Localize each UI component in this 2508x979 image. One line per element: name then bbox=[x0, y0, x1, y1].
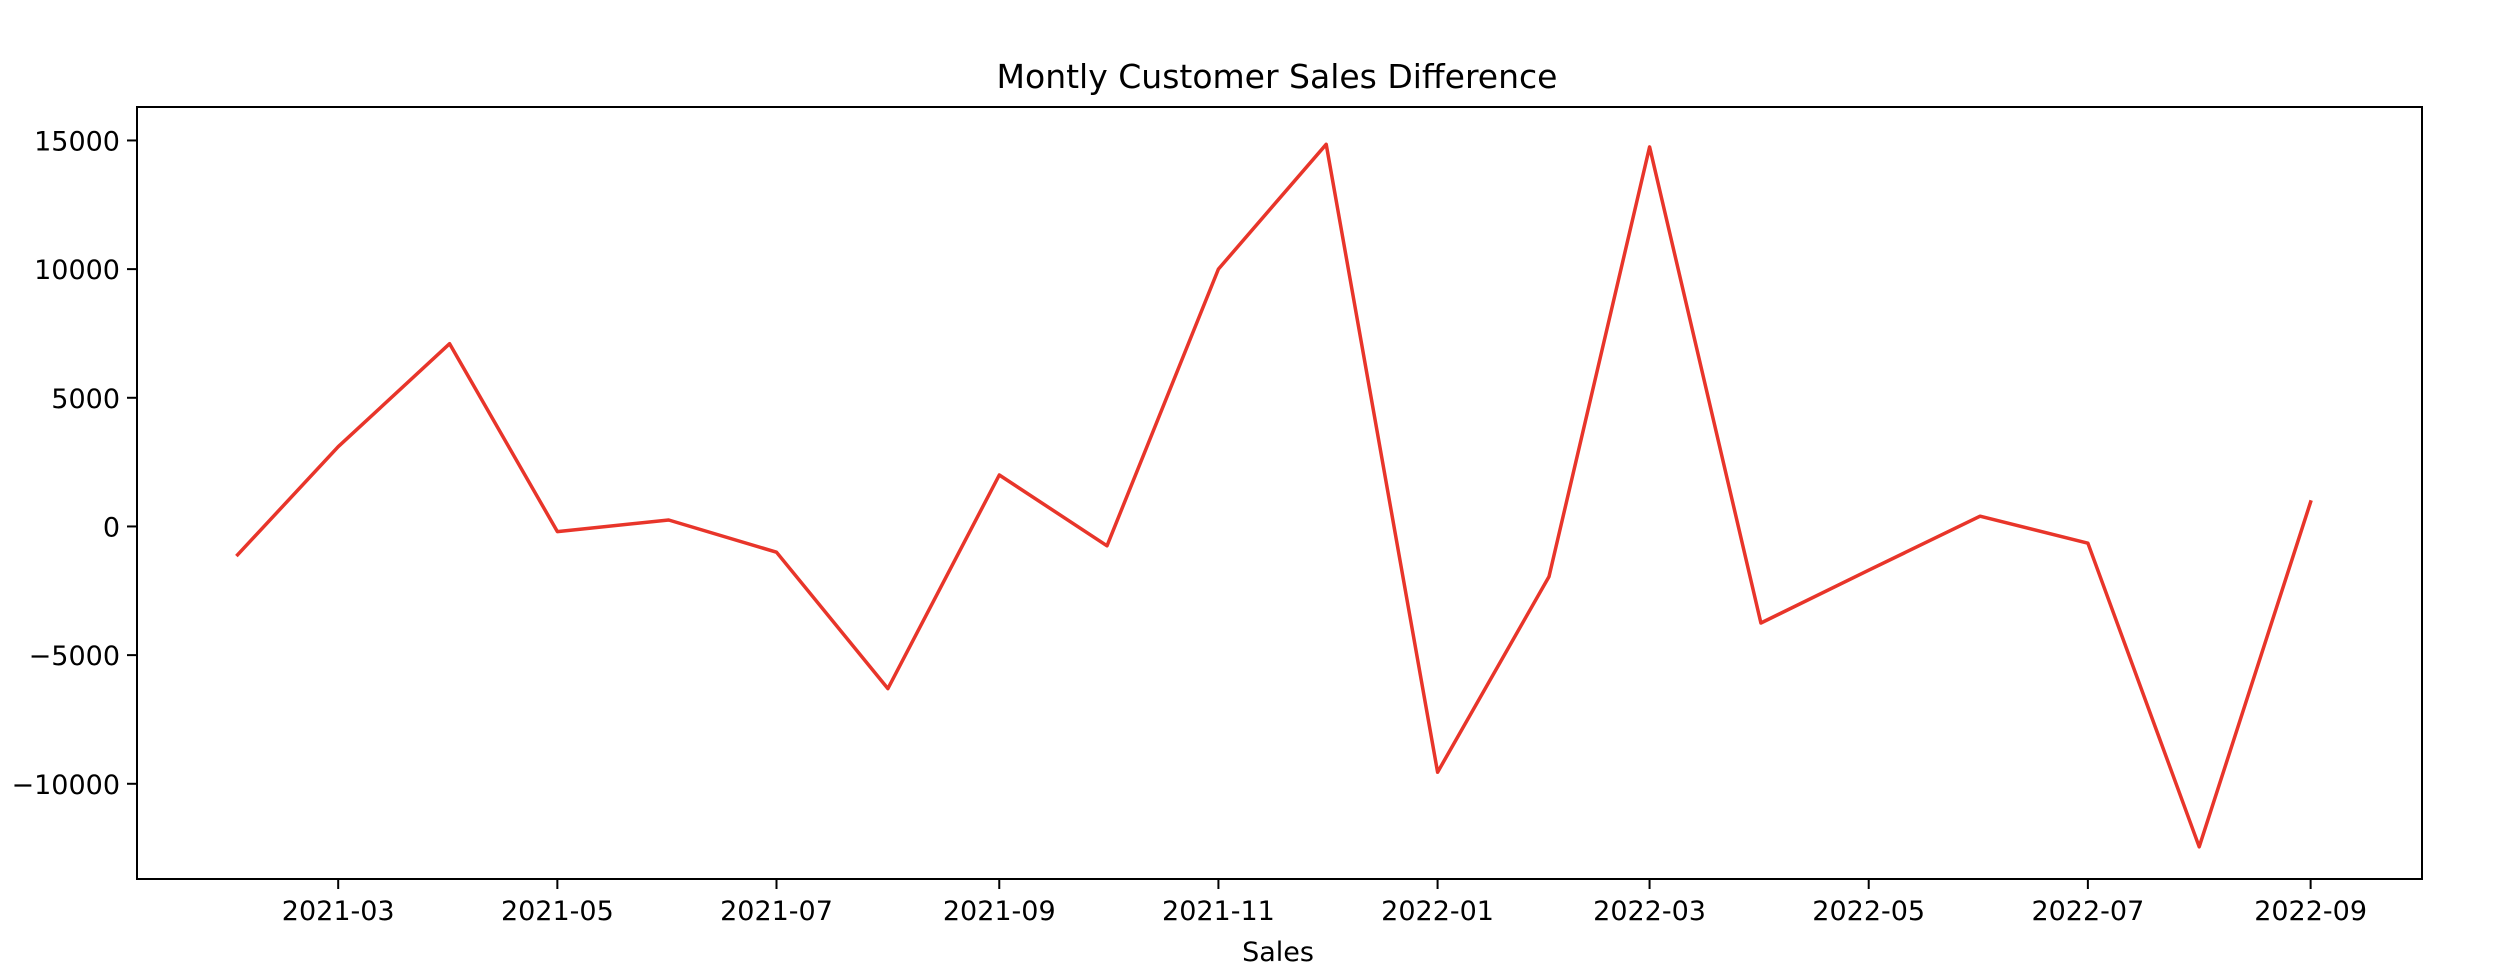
x-tick-label: 2021-09 bbox=[943, 896, 1056, 927]
x-tick-label: 2021-07 bbox=[720, 896, 833, 927]
x-tick-label: 2021-11 bbox=[1162, 896, 1275, 927]
x-tick-label: 2022-01 bbox=[1381, 896, 1494, 927]
x-tick-label: 2021-05 bbox=[501, 896, 614, 927]
plot-area bbox=[235, 142, 2313, 849]
y-tick-label: −5000 bbox=[29, 641, 120, 672]
y-tick-label: 10000 bbox=[34, 255, 120, 286]
x-axis-label: Sales bbox=[1242, 937, 1314, 968]
y-tick-label: −10000 bbox=[11, 770, 120, 801]
x-axis: 2021-03 2021-05 2021-07 2021-09 2021-11 2022-… bbox=[282, 879, 2367, 927]
chart-title: Montly Customer Sales Difference bbox=[997, 57, 1558, 96]
x-tick-label: 2022-05 bbox=[1812, 896, 1925, 927]
series-line-0 bbox=[235, 142, 2313, 849]
x-tick-label: 2022-03 bbox=[1593, 896, 1706, 927]
y-tick-label: 15000 bbox=[34, 126, 120, 157]
x-tick-label: 2022-09 bbox=[2254, 896, 2367, 927]
x-tick-label: 2022-07 bbox=[2031, 896, 2144, 927]
y-tick-label: 5000 bbox=[51, 384, 120, 415]
y-axis: −10000 −5000 0 5000 10000 15000 bbox=[11, 126, 137, 801]
y-tick-label: 0 bbox=[103, 512, 120, 543]
x-tick-label: 2021-03 bbox=[282, 896, 395, 927]
plot-frame bbox=[136, 106, 2423, 880]
